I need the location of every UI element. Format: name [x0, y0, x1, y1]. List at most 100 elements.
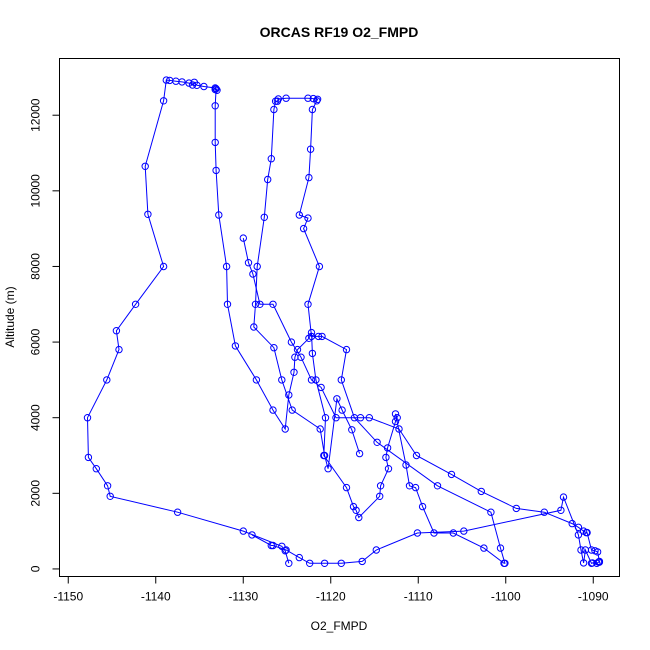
data-point — [212, 166, 220, 175]
x-tick-label: -1140 — [141, 590, 171, 604]
data-point — [568, 519, 576, 528]
y-tick-label: 8000 — [29, 253, 43, 280]
x-tick-label: -1120 — [316, 590, 346, 604]
data-point — [314, 332, 323, 341]
x-tick-label: -1130 — [228, 590, 258, 604]
data-point — [185, 79, 193, 87]
data-point — [269, 406, 277, 414]
data-point — [512, 504, 520, 513]
data-point — [267, 155, 275, 163]
data-point — [173, 508, 182, 516]
data-point — [376, 492, 384, 500]
y-tick-label: 4000 — [29, 404, 43, 431]
data-point — [315, 262, 324, 271]
data-point — [295, 211, 303, 219]
data-point — [141, 162, 149, 171]
data-point — [382, 453, 390, 462]
data-point — [316, 425, 324, 433]
data-point — [278, 542, 286, 550]
data-point — [324, 465, 332, 473]
y-axis: 0 2000 4000 6000 8000 10000 12000 — [29, 98, 60, 572]
y-tick-label: 0 — [29, 565, 43, 572]
x-tick-label: -1100 — [491, 590, 521, 604]
data-point — [270, 105, 278, 114]
data-point — [433, 482, 442, 490]
data-point — [337, 559, 345, 567]
data-point — [200, 82, 208, 91]
data-point — [193, 81, 201, 90]
data-point — [559, 493, 568, 501]
data-point — [557, 506, 565, 514]
data-point — [418, 502, 427, 511]
data-point — [574, 523, 583, 531]
data-point — [373, 438, 381, 446]
data-point — [583, 528, 591, 537]
data-point — [449, 529, 457, 537]
data-point — [264, 175, 272, 184]
data-point — [581, 546, 590, 554]
data-point — [540, 508, 548, 516]
x-axis-label: O2_FMPD — [311, 619, 368, 633]
data-point — [355, 449, 364, 458]
data-point — [356, 414, 365, 422]
data-point — [306, 559, 314, 567]
data-point — [318, 332, 326, 341]
data-point — [212, 85, 220, 93]
data-point — [332, 414, 340, 422]
data-point — [577, 546, 585, 554]
data-point — [222, 262, 231, 271]
data-point — [231, 342, 240, 350]
data-series — [239, 234, 604, 567]
data-point — [244, 259, 253, 267]
data-point — [413, 529, 422, 537]
data-point — [223, 300, 232, 308]
data-point — [391, 417, 400, 426]
data-point — [290, 368, 298, 376]
data-point — [288, 406, 296, 414]
data-point — [402, 461, 410, 469]
data-point — [295, 553, 303, 562]
data-point — [317, 383, 325, 392]
data-point — [267, 541, 275, 550]
data-point — [251, 300, 260, 308]
data-point — [593, 559, 601, 567]
data-point — [112, 327, 121, 335]
data-point — [579, 559, 588, 567]
data-point — [593, 548, 602, 556]
data-point — [383, 444, 392, 452]
data-point — [278, 376, 286, 384]
data-point — [496, 544, 505, 552]
data-point — [384, 465, 393, 473]
x-tick-label: -1090 — [578, 590, 609, 604]
data-point — [239, 527, 248, 535]
data-point — [239, 234, 248, 242]
data-point — [308, 349, 317, 358]
data-point — [477, 487, 485, 496]
data-point — [271, 97, 280, 105]
data-point — [159, 97, 168, 105]
x-tick-label: -1150 — [53, 590, 83, 604]
data-point — [587, 559, 596, 567]
data-point — [252, 376, 261, 384]
data-point — [103, 376, 111, 384]
data-point — [115, 345, 123, 354]
y-axis-label: Altitude (m) — [3, 286, 17, 347]
data-point — [84, 453, 93, 462]
x-tick-label: -1110 — [404, 590, 433, 604]
data-point — [365, 414, 373, 422]
data-series — [83, 76, 509, 567]
data-point — [307, 328, 316, 337]
data-point — [92, 465, 101, 473]
data-point — [320, 559, 329, 567]
data-point — [376, 482, 385, 490]
series-layer — [83, 76, 604, 567]
data-point — [297, 353, 305, 361]
data-point — [372, 546, 380, 554]
data-point — [393, 414, 401, 422]
data-point — [337, 376, 345, 384]
data-point — [162, 76, 171, 84]
data-point — [215, 211, 223, 219]
data-point — [338, 406, 346, 414]
data-point — [313, 95, 322, 104]
